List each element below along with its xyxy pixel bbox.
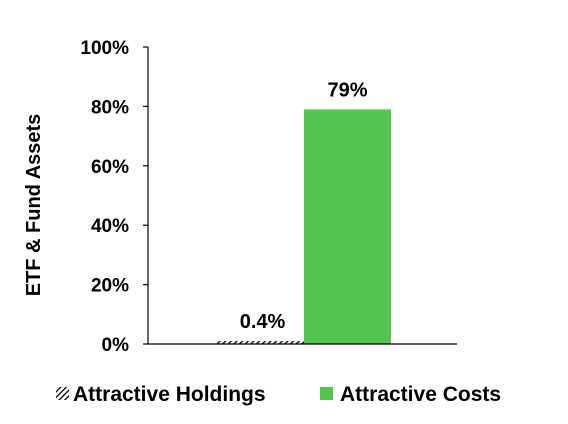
- y-tick-label: 100%: [80, 38, 129, 59]
- y-tick-label: 80%: [91, 97, 129, 118]
- y-tick-label: 60%: [91, 157, 129, 178]
- legend-swatch-attractive-holdings: [56, 387, 69, 400]
- y-tick-label: 40%: [91, 216, 129, 237]
- y-ticks: 0% 20% 40% 60% 80% 100%: [80, 38, 148, 356]
- data-label-attractive-costs: 79%: [327, 79, 367, 101]
- legend-swatch-attractive-costs: [320, 387, 333, 400]
- y-tick-label: 0%: [102, 335, 130, 356]
- bar-attractive-holdings: [217, 341, 304, 344]
- y-axis-label: ETF & Fund Assets: [23, 114, 45, 297]
- data-label-attractive-holdings: 0.4%: [240, 311, 286, 333]
- legend-label-attractive-costs: Attractive Costs: [340, 383, 501, 406]
- legend: Attractive Holdings Attractive Costs: [56, 383, 501, 406]
- bars: 0.4% 79%: [217, 79, 391, 345]
- bar-attractive-costs: [304, 109, 391, 345]
- y-tick-label: 20%: [91, 276, 129, 297]
- legend-label-attractive-holdings: Attractive Holdings: [73, 383, 266, 406]
